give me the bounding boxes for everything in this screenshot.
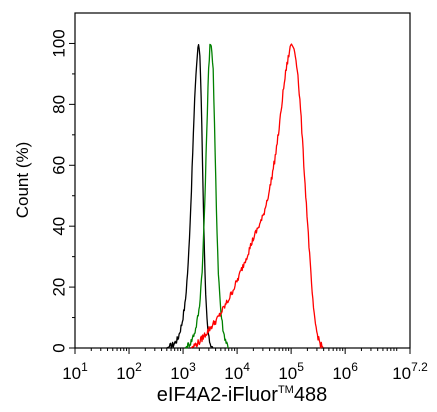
y-tick-label: 60 — [50, 156, 69, 175]
y-tick-label: 100 — [50, 29, 69, 57]
y-tick-label: 80 — [50, 95, 69, 114]
histogram-series-1 — [166, 44, 214, 349]
x-tick-label: 103 — [170, 360, 196, 383]
axis-ticks — [69, 42, 411, 354]
x-tick-label: 101 — [62, 360, 88, 383]
x-tick-exponent: 4 — [243, 360, 250, 374]
x-tick-label: 104 — [224, 360, 250, 383]
x-tick-label: 102 — [116, 360, 142, 383]
y-tick-label: 0 — [50, 343, 69, 352]
histogram-series-3 — [190, 43, 324, 349]
x-axis-title-superscript: TM — [278, 384, 294, 396]
x-tick-exponent: 3 — [189, 360, 196, 374]
x-axis-title-suffix: 488 — [294, 384, 327, 406]
x-tick-exponent: 2 — [135, 360, 142, 374]
x-tick-base: 10 — [62, 364, 81, 383]
x-tick-labels: 101 102 103 104 105 106 107.2 — [62, 360, 428, 383]
x-tick-exponent: 1 — [81, 360, 88, 374]
x-tick-exponent: 5 — [297, 360, 304, 374]
x-tick-exponent: 7.2 — [411, 360, 428, 374]
x-tick-label: 106 — [332, 360, 358, 383]
y-tick-label: 20 — [50, 278, 69, 297]
x-tick-base: 10 — [332, 364, 351, 383]
x-tick-base: 10 — [116, 364, 135, 383]
x-axis-title-main: eIF4A2-iFluor — [157, 384, 278, 406]
x-tick-base: 10 — [278, 364, 297, 383]
y-axis-title: Count (%) — [13, 142, 32, 219]
series-layer — [166, 43, 324, 349]
x-tick-base: 10 — [224, 364, 243, 383]
x-axis-title: eIF4A2-iFluorTM488 — [157, 384, 327, 406]
x-tick-label: 105 — [278, 360, 304, 383]
plot-frame — [74, 12, 411, 349]
x-tick-label: 107.2 — [392, 360, 428, 383]
x-tick-base: 10 — [392, 364, 411, 383]
x-tick-base: 10 — [170, 364, 189, 383]
y-tick-labels: 0 20 40 60 80 100 — [50, 29, 69, 352]
y-tick-label: 40 — [50, 217, 69, 236]
x-tick-exponent: 6 — [351, 360, 358, 374]
